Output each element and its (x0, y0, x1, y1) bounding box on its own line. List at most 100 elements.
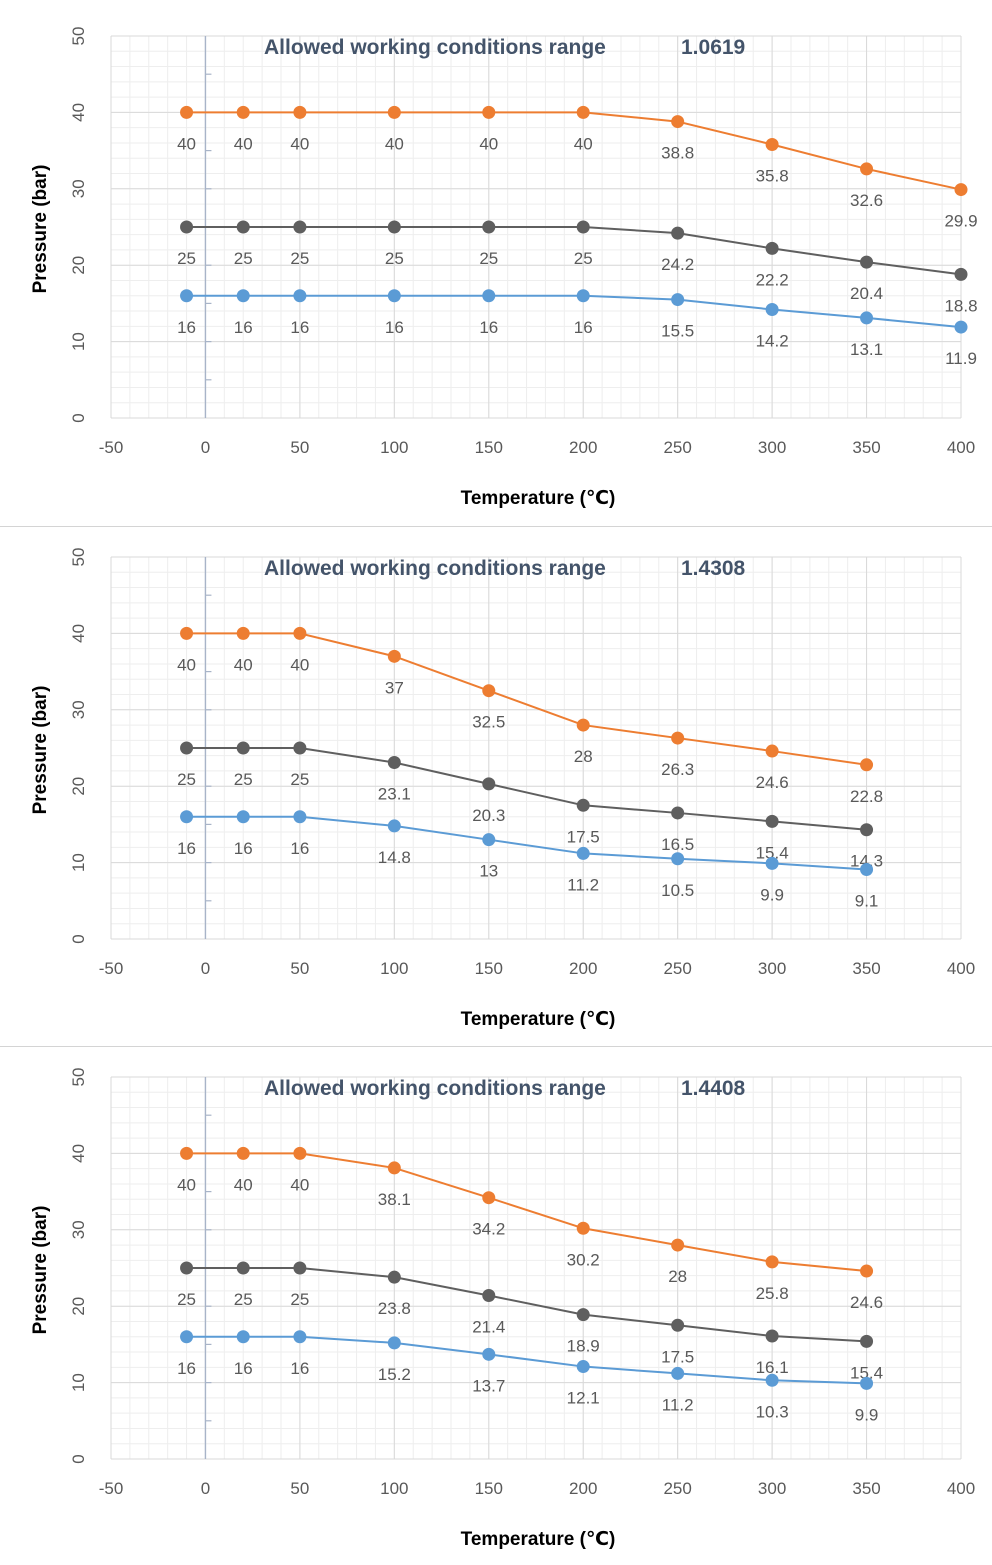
y-tick-label: 10 (69, 853, 88, 872)
data-label: 11.2 (567, 875, 599, 894)
data-point (293, 220, 307, 234)
data-label: 40 (177, 655, 196, 674)
data-point (387, 1336, 401, 1350)
data-label: 16 (177, 1359, 196, 1378)
y-tick-label: 50 (69, 548, 88, 567)
data-point (860, 1376, 874, 1390)
data-label: 16 (177, 839, 196, 858)
data-point (765, 814, 779, 828)
data-label: 28 (574, 747, 593, 766)
data-point (482, 289, 496, 303)
data-label: 25 (177, 1290, 196, 1309)
data-label: 16 (290, 318, 309, 337)
data-point (576, 105, 590, 119)
y-tick-label: 20 (69, 256, 88, 275)
y-tick-label: 0 (69, 413, 88, 422)
data-label: 16 (479, 318, 498, 337)
data-label: 22.8 (850, 787, 883, 806)
chart-title: Allowed working conditions range (264, 36, 606, 59)
y-tick-label: 30 (69, 700, 88, 719)
data-label: 40 (177, 134, 196, 153)
data-point (293, 105, 307, 119)
y-tick-label: 0 (69, 934, 88, 943)
data-label: 24.6 (850, 1293, 883, 1312)
data-label: 29.9 (944, 212, 977, 231)
data-label: 16.5 (661, 835, 694, 854)
x-tick-label: -50 (99, 438, 124, 457)
x-tick-label: 150 (475, 438, 503, 457)
x-tick-label: 150 (475, 1479, 503, 1498)
data-point (293, 810, 307, 824)
data-point (860, 862, 874, 876)
data-point (860, 1264, 874, 1278)
data-point (671, 115, 685, 129)
series-line (186, 294, 962, 329)
x-tick-label: 400 (947, 959, 975, 978)
y-tick-label: 30 (69, 1220, 88, 1239)
x-tick-label: 200 (569, 1479, 597, 1498)
chart-panel-2: -50 0 50 100 150 200 250 300 350 400 0 10 20 30 40 50 4… (0, 525, 992, 1045)
data-label: 11.2 (662, 1395, 694, 1414)
y-axis-label: Pressure (bar) (30, 1206, 51, 1335)
chart-code: 1.4408 (681, 1077, 746, 1100)
data-label: 20.3 (472, 806, 505, 825)
data-point (671, 806, 685, 820)
chart-separator-1 (0, 526, 992, 527)
data-label: 38.1 (378, 1190, 411, 1209)
data-label: 32.6 (850, 191, 883, 210)
data-label: 14.3 (850, 852, 883, 871)
data-point (293, 1330, 307, 1344)
data-label: 15.5 (661, 322, 694, 341)
data-label: 17.5 (567, 827, 600, 846)
x-tick-label: 250 (663, 959, 691, 978)
data-point (576, 1221, 590, 1235)
data-point (576, 220, 590, 234)
data-point (576, 846, 590, 860)
data-label: 18.8 (944, 296, 977, 315)
data-point (860, 1334, 874, 1348)
chart-title: Allowed working conditions range (264, 1077, 606, 1100)
data-label: 40 (177, 1175, 196, 1194)
y-tick-label: 30 (69, 179, 88, 198)
data-point (180, 289, 194, 303)
data-label: 25 (385, 249, 404, 268)
chart-panel-1: -50 0 50 100 150 200 250 300 350 400 0 10 20 30 40 50 4… (0, 4, 992, 524)
data-label: 15.4 (756, 843, 789, 862)
data-label: 40 (385, 134, 404, 153)
data-label: 25 (177, 249, 196, 268)
x-tick-label: 300 (758, 438, 786, 457)
data-label: 13 (479, 862, 498, 881)
data-point (576, 1360, 590, 1374)
data-point (671, 1318, 685, 1332)
data-label: 37 (385, 678, 404, 697)
data-point (180, 220, 194, 234)
data-point (482, 1347, 496, 1361)
x-tick-label: 50 (290, 438, 309, 457)
data-label: 9.9 (760, 885, 784, 904)
data-label: 25 (290, 1290, 309, 1309)
data-point (236, 1261, 250, 1275)
data-label: 40 (290, 1175, 309, 1194)
data-label: 14.8 (378, 848, 411, 867)
y-tick-label: 0 (69, 1454, 88, 1463)
data-label: 13.1 (850, 340, 883, 359)
x-tick-label: 350 (852, 1479, 880, 1498)
data-label: 17.5 (661, 1347, 694, 1366)
data-label: 30.2 (567, 1250, 600, 1269)
data-point (576, 718, 590, 732)
data-point (576, 289, 590, 303)
data-point (765, 856, 779, 870)
x-tick-label: 250 (663, 438, 691, 457)
chart-code: 1.0619 (681, 36, 745, 59)
data-label: 16 (234, 1359, 253, 1378)
data-label: 23.8 (378, 1299, 411, 1318)
data-point (482, 1191, 496, 1205)
y-axis-label: Pressure (bar) (30, 686, 51, 815)
data-label: 16 (177, 318, 196, 337)
x-tick-label: 50 (290, 1479, 309, 1498)
y-tick-label: 20 (69, 777, 88, 796)
data-label: 10.5 (661, 881, 694, 900)
x-tick-label: 300 (758, 959, 786, 978)
data-point (482, 684, 496, 698)
data-point (765, 1373, 779, 1387)
